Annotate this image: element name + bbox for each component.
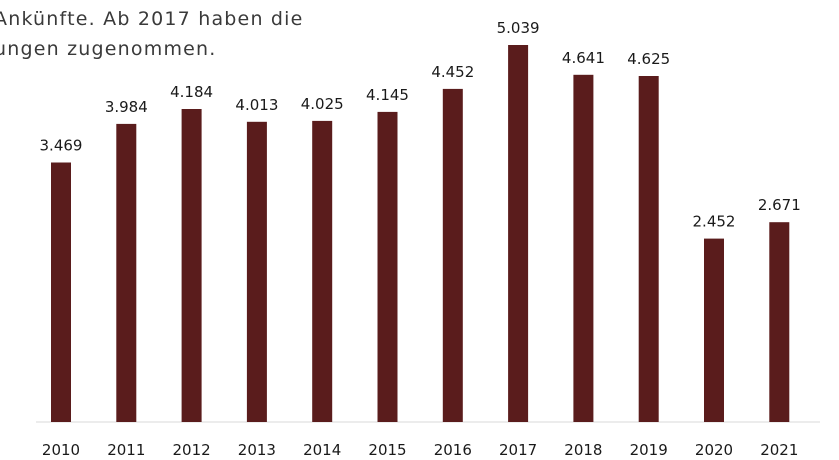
x-tick-2015: 2015 (368, 441, 406, 459)
x-tick-2011: 2011 (107, 441, 145, 459)
bar-2019 (638, 76, 659, 422)
bar-2021 (769, 222, 790, 422)
bar-2010 (51, 162, 71, 422)
intro-text-line-2: ungen zugenommen. (0, 38, 217, 60)
bars-group (51, 45, 790, 423)
x-tick-labels-group: 2010 2011 2012 2013 2014 2015 2016 2017 2018 2019… (42, 441, 798, 459)
value-label-2018: 4.641 (562, 49, 605, 67)
value-label-2019: 4.625 (627, 50, 670, 68)
x-tick-2014: 2014 (303, 441, 341, 459)
x-tick-2020: 2020 (695, 441, 733, 459)
value-label-2015: 4.145 (366, 86, 409, 104)
x-tick-2021: 2021 (760, 441, 798, 459)
value-label-2014: 4.025 (301, 95, 344, 113)
bar-2015 (377, 111, 398, 423)
x-tick-2019: 2019 (630, 441, 668, 459)
x-tick-2016: 2016 (434, 441, 472, 459)
x-tick-2012: 2012 (173, 441, 211, 459)
bar-2013 (246, 121, 267, 423)
value-label-2013: 4.013 (235, 96, 278, 114)
intro-text: Ankünfte. Ab 2017 haben die ungen zugeno… (0, 4, 304, 64)
value-label-2017: 5.039 (497, 19, 540, 37)
bar-2016 (442, 88, 463, 423)
bar-2018 (573, 74, 594, 423)
value-label-2010: 3.469 (40, 137, 83, 155)
x-tick-2018: 2018 (564, 441, 602, 459)
bar-2012 (181, 109, 202, 422)
intro-text-line-1: Ankünfte. Ab 2017 haben die (0, 8, 304, 30)
x-tick-2017: 2017 (499, 441, 537, 459)
bar-2020 (704, 238, 724, 422)
value-label-2012: 4.184 (170, 83, 213, 101)
value-label-2011: 3.984 (105, 98, 148, 116)
value-labels-group: 3.469 3.984 4.184 4.013 4.025 4.145 4.452 5.039… (40, 19, 801, 231)
bar-2014 (312, 120, 333, 423)
value-label-2016: 4.452 (431, 63, 474, 81)
value-label-2020: 2.452 (693, 213, 736, 231)
x-tick-2013: 2013 (238, 441, 276, 459)
value-label-2021: 2.671 (758, 196, 801, 214)
x-tick-2010: 2010 (42, 441, 80, 459)
bar-2017 (508, 45, 529, 422)
bar-2011 (116, 123, 137, 423)
